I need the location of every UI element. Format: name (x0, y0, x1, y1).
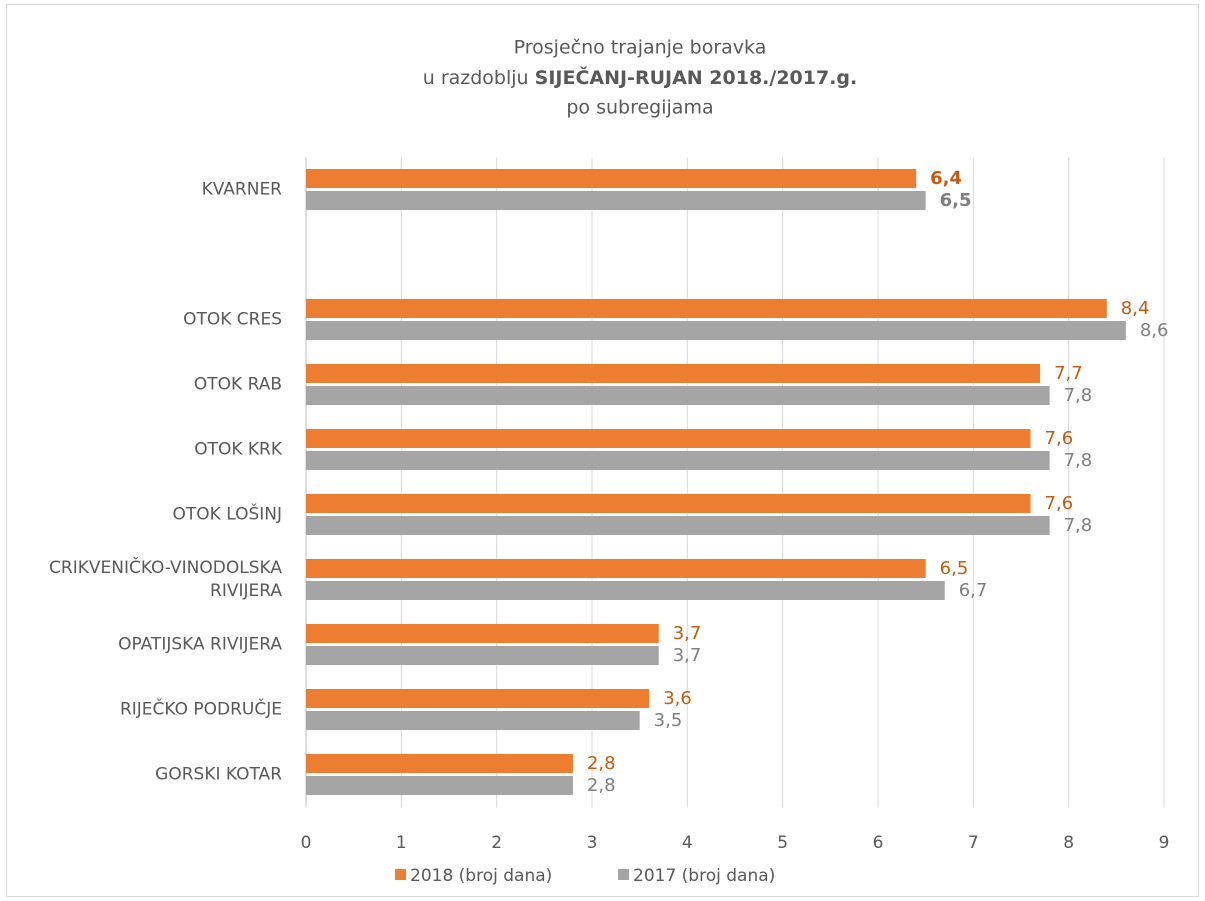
data-label: 2,8 (587, 753, 616, 774)
data-label: 7,6 (1045, 493, 1074, 514)
bar (306, 516, 1050, 535)
chart-title: po subregijama (566, 97, 713, 119)
y-tick-label: GORSKI KOTAR (155, 764, 282, 785)
y-tick-label: RIJEČKO PODRUČJE (119, 699, 282, 720)
bar (306, 559, 926, 578)
data-label: 8,6 (1140, 320, 1169, 341)
bar (306, 754, 573, 773)
bar (306, 646, 659, 665)
bar (306, 429, 1031, 448)
x-tick-label: 6 (873, 833, 884, 853)
y-tick-label: OTOK KRK (194, 439, 282, 460)
bar (306, 451, 1050, 470)
x-tick-label: 2 (491, 833, 502, 853)
data-label: 7,7 (1054, 363, 1083, 384)
chart-border (6, 4, 1199, 897)
y-tick-label: KVARNER (201, 179, 282, 200)
x-tick-label: 3 (587, 833, 598, 853)
x-tick-label: 9 (1159, 833, 1170, 853)
chart-title-part: SIJEČANJ-RUJAN 2018./2017.g. (535, 65, 858, 89)
data-label: 6,5 (940, 190, 972, 211)
bar (306, 776, 573, 795)
x-tick-label: 5 (777, 833, 788, 853)
data-label: 3,5 (654, 710, 683, 731)
y-tick-label: OTOK CRES (183, 309, 282, 330)
chart-title: Prosječno trajanje boravka (514, 37, 767, 59)
data-label: 6,5 (940, 558, 969, 579)
x-tick-label: 4 (682, 833, 693, 853)
data-label: 8,4 (1121, 298, 1150, 319)
data-label: 6,4 (930, 168, 962, 189)
x-tick-label: 1 (396, 833, 407, 853)
data-label: 7,6 (1045, 428, 1074, 449)
chart-title-part: u razdoblju (423, 67, 529, 89)
legend-label: 2018 (broj dana) (410, 866, 552, 886)
bar (306, 711, 640, 730)
data-label: 6,7 (959, 580, 988, 601)
y-tick-label: CRIKVENIČKO-VINODOLSKA RIVIJERA (49, 558, 282, 601)
y-tick-label: OTOK RAB (193, 374, 282, 395)
bar (306, 191, 926, 210)
data-label: 3,7 (673, 645, 702, 666)
bar (306, 624, 659, 643)
chart-title: u razdoblju SIJEČANJ-RUJAN 2018./2017.g. (423, 65, 858, 89)
y-tick-label: OPATIJSKA RIVIJERA (118, 634, 282, 655)
bar (306, 321, 1126, 340)
legend-swatch (618, 869, 629, 880)
data-label: 7,8 (1064, 385, 1093, 406)
data-label: 7,8 (1064, 450, 1093, 471)
data-label: 3,7 (673, 623, 702, 644)
bar (306, 299, 1107, 318)
data-label: 3,6 (663, 688, 692, 709)
bar (306, 494, 1031, 513)
x-tick-label: 7 (968, 833, 979, 853)
legend-label: 2017 (broj dana) (633, 866, 775, 886)
bar (306, 169, 917, 188)
bar (306, 386, 1050, 405)
data-label: 2,8 (587, 775, 616, 796)
y-tick-label: OTOK LOŠINJ (172, 504, 282, 525)
data-label: 7,8 (1064, 515, 1093, 536)
bar (306, 581, 945, 600)
x-tick-label: 8 (1063, 833, 1074, 853)
legend-swatch (395, 869, 406, 880)
bar (306, 364, 1041, 383)
x-tick-label: 0 (301, 833, 312, 853)
bar (306, 689, 650, 708)
